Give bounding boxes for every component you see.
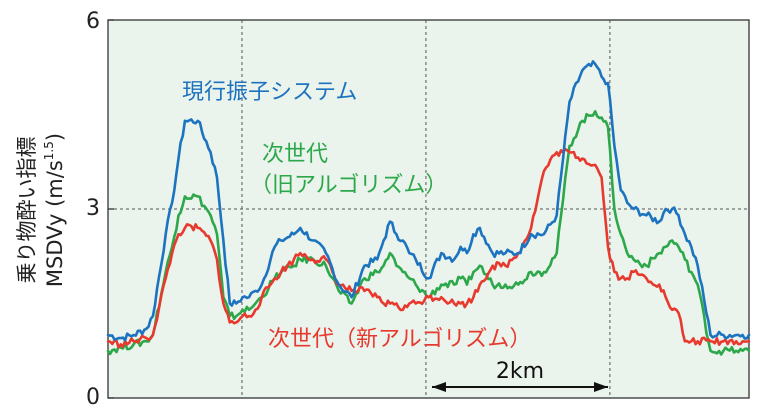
y-tick-3: 3	[86, 196, 100, 221]
y-axis-label: 乗り物酔い指標 MSDVy (m/s1.5)	[15, 133, 67, 287]
series-label-old-line2: （旧アルゴリズム）	[250, 173, 447, 198]
scale-bar-arrow-left	[432, 382, 446, 392]
series-lines	[106, 60, 751, 356]
grid	[108, 19, 749, 399]
scale-bar-arrow-right	[594, 382, 608, 392]
series-label-new: 次世代（新アルゴリズム）	[268, 327, 531, 352]
scale-bar-label: 2km	[496, 359, 544, 384]
series-label-current: 現行振子システム	[182, 80, 357, 105]
y-axis-label-exponent: 1.5	[42, 141, 56, 160]
y-axis-label-unit-text: MSDVy (m/s	[43, 160, 67, 287]
series-line-current	[106, 60, 751, 342]
series-line-new-algorithm	[106, 147, 751, 349]
y-tick-0: 0	[86, 385, 100, 407]
y-tick-6: 6	[86, 9, 100, 34]
series-label-old-line1: 次世代	[262, 142, 328, 167]
scale-bar: 2km	[432, 359, 608, 392]
y-axis-label-main: 乗り物酔い指標	[15, 137, 39, 284]
y-axis-label-close: )	[43, 133, 67, 141]
y-axis-label-unit: MSDVy (m/s1.5)	[42, 133, 67, 287]
